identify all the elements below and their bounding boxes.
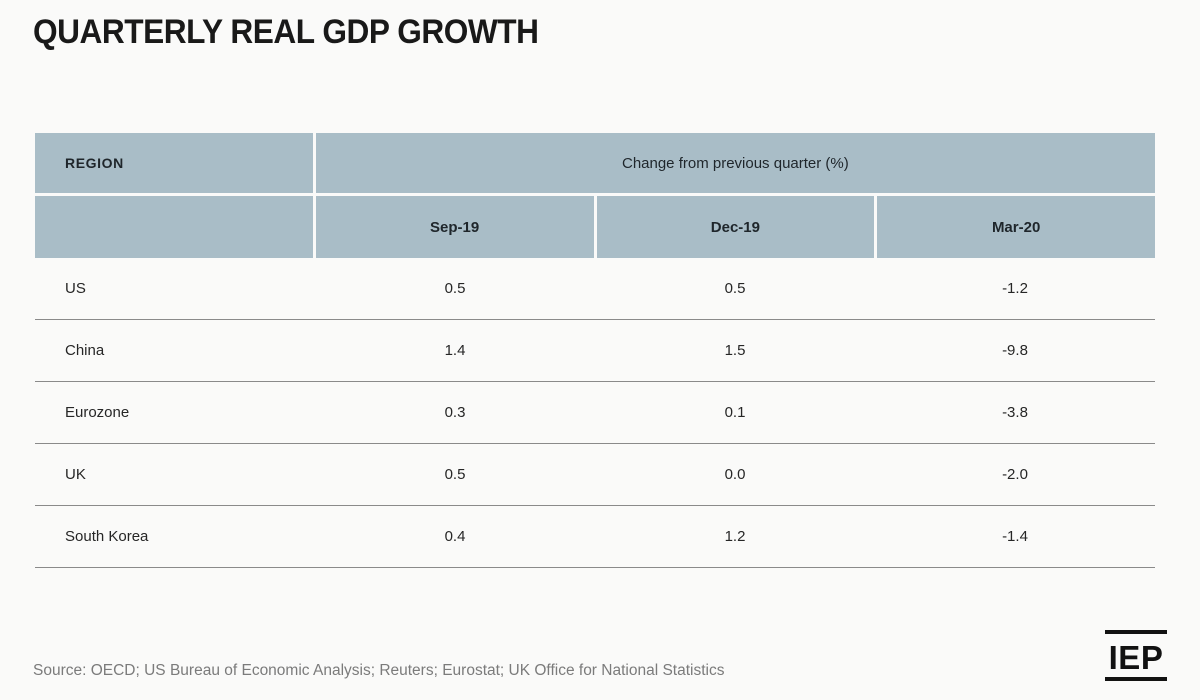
table-row: UK 0.5 0.0 -2.0 — [35, 444, 1155, 506]
column-header-dec-19: Dec-19 — [596, 196, 875, 258]
value-cell: -1.2 — [1002, 280, 1028, 297]
column-header-mar-20: Mar-20 — [877, 196, 1155, 258]
value-cell: 0.5 — [724, 280, 746, 297]
value-cell: 0.1 — [724, 404, 746, 421]
logo-wordmark: IEP — [1108, 639, 1164, 676]
table-header: REGION Change from previous quarter (%) … — [35, 133, 1155, 258]
value-cell: -9.8 — [1002, 342, 1028, 359]
value-cell: 0.3 — [444, 404, 466, 421]
region-column-header: REGION — [35, 133, 313, 193]
table-row: Eurozone 0.3 0.1 -3.8 — [35, 382, 1155, 444]
table-row: China 1.4 1.5 -9.8 — [35, 320, 1155, 382]
iep-logo: IEP — [1105, 630, 1167, 681]
value-cell: 0.5 — [444, 466, 466, 483]
gdp-growth-table: REGION Change from previous quarter (%) … — [35, 133, 1155, 568]
value-cell: 0.0 — [724, 466, 746, 483]
page-title: QUARTERLY REAL GDP GROWTH — [33, 13, 539, 51]
table-row: US 0.5 0.5 -1.2 — [35, 258, 1155, 320]
region-label: Eurozone — [65, 404, 130, 421]
value-cell: 1.2 — [724, 528, 746, 545]
column-header-sep-19: Sep-19 — [315, 196, 594, 258]
region-label: South Korea — [65, 528, 149, 545]
value-cell: 1.4 — [444, 342, 466, 359]
source-attribution: Source: OECD; US Bureau of Economic Anal… — [33, 662, 725, 679]
value-cell: -1.4 — [1002, 528, 1028, 545]
value-cell: 0.4 — [444, 528, 466, 545]
table-body: US 0.5 0.5 -1.2 China 1.4 1.5 -9.8 Euroz… — [35, 258, 1155, 568]
logo-bottom-bar-icon — [1105, 677, 1167, 681]
value-cell: 0.5 — [444, 280, 466, 297]
quarter-group-header: Change from previous quarter (%) — [315, 133, 1155, 193]
logo-top-bar-icon — [1105, 630, 1167, 634]
region-label: US — [65, 280, 86, 297]
region-label: China — [65, 342, 105, 359]
region-label: UK — [65, 466, 86, 483]
blank-header-cell — [35, 196, 313, 258]
table-row: South Korea 0.4 1.2 -1.4 — [35, 506, 1155, 568]
value-cell: -3.8 — [1002, 404, 1028, 421]
value-cell: 1.5 — [724, 342, 746, 359]
value-cell: -2.0 — [1002, 466, 1028, 483]
